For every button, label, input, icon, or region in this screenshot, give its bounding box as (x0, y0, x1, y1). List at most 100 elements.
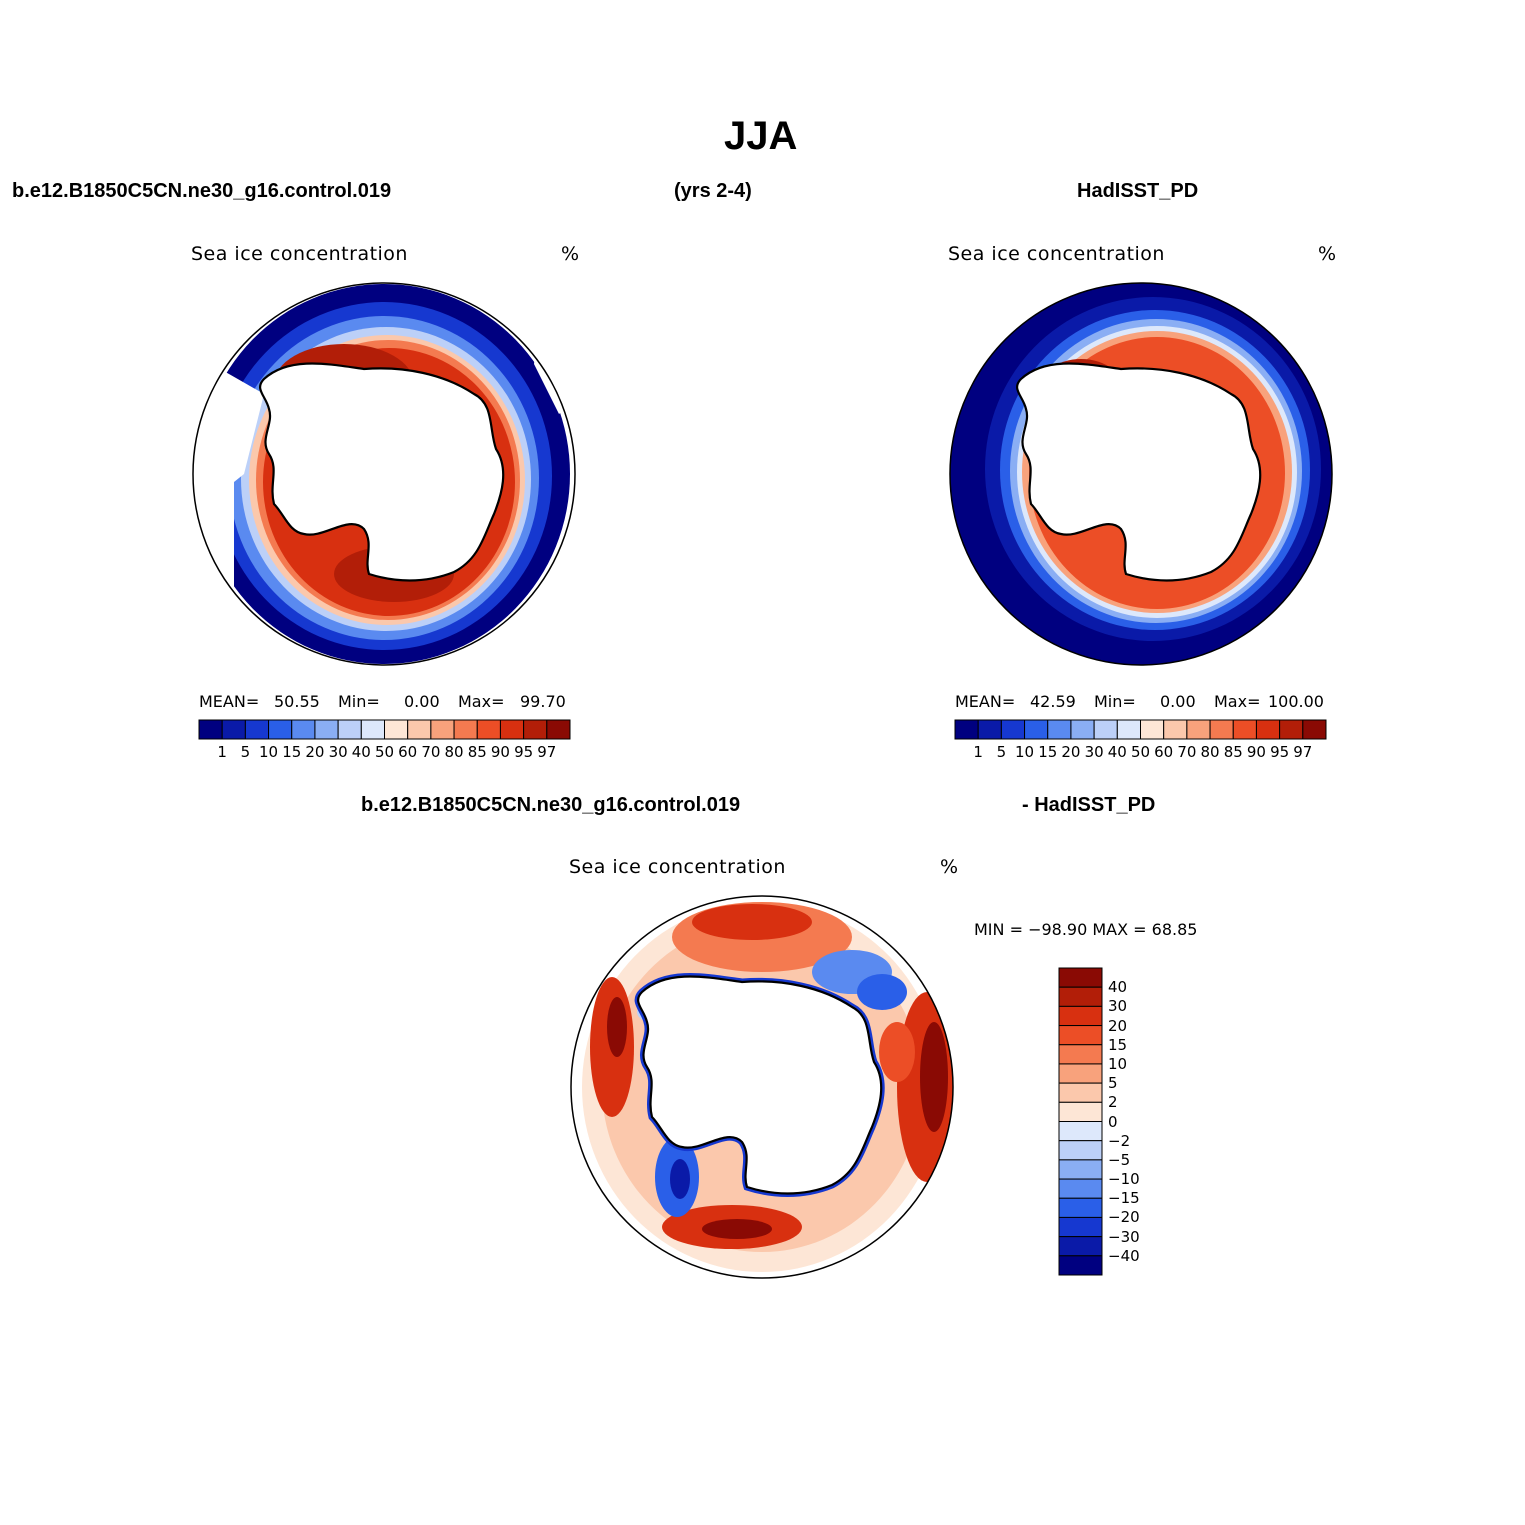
model-colorbar-tick-label: 15 (282, 743, 302, 761)
obs-map-border (949, 282, 1333, 666)
obs-colorbar-swatch (1163, 719, 1188, 740)
diff-colorbar-tick-label: −20 (1108, 1208, 1140, 1227)
model-variable-label: Sea ice concentration (191, 243, 408, 265)
model-colorbar-tick-label: 10 (259, 743, 279, 761)
diff-colorbar-tick-label: 15 (1108, 1035, 1128, 1054)
obs-colorbar-tick-label: 97 (1293, 743, 1313, 761)
obs-colorbar-swatch (1024, 719, 1049, 740)
model-colorbar-tick-label: 85 (467, 743, 487, 761)
model-colorbar-swatch (198, 719, 223, 740)
obs-colorbar-swatch (977, 719, 1002, 740)
diff-left-label: b.e12.B1850C5CN.ne30_g16.control.019 (361, 794, 741, 816)
obs-mean-value: 42.59 (1030, 692, 1076, 711)
obs-colorbar-tick-label: 80 (1200, 743, 1220, 761)
diff-units-label: % (940, 856, 959, 878)
obs-colorbar-swatch (1279, 719, 1304, 740)
diff-colorbar-swatch (1058, 1082, 1103, 1103)
diff-colorbar-tick-label: −15 (1108, 1189, 1140, 1208)
obs-colorbar-swatch (1116, 719, 1141, 740)
model-colorbar-swatch (384, 719, 409, 740)
obs-colorbar-swatch (954, 719, 979, 740)
model-colorbar-swatch (291, 719, 316, 740)
model-max-label: Max= (458, 692, 505, 711)
diff-colorbar-tick-label: −40 (1108, 1246, 1140, 1265)
obs-colorbar-tick-label: 95 (1270, 743, 1290, 761)
diff-colorbar-tick-label: 0 (1108, 1112, 1118, 1131)
diff-map (571, 896, 953, 1278)
obs-colorbar-swatch (1209, 719, 1234, 740)
diff-colorbar-tick-label: −5 (1108, 1150, 1131, 1169)
obs-colorbar-tick-label: 70 (1177, 743, 1197, 761)
model-colorbar-swatch (476, 719, 501, 740)
obs-colorbar-swatch (1186, 719, 1211, 740)
model-mean-label: MEAN= (199, 692, 260, 711)
obs-colorbar-swatch (1047, 719, 1072, 740)
model-colorbar-tick-label: 60 (398, 743, 418, 761)
model-colorbar-swatch (499, 719, 525, 740)
model-colorbar-tick-label: 50 (374, 743, 395, 761)
obs-colorbar-swatch (1000, 719, 1026, 740)
obs-colorbar-tick-label: 5 (996, 743, 1007, 761)
obs-mean-label: MEAN= (955, 692, 1016, 711)
model-colorbar-swatch (407, 719, 432, 740)
obs-max-value: 100.00 (1268, 692, 1324, 711)
diff-minmax-label: MIN = −98.90 MAX = 68.85 (974, 920, 1198, 939)
case-name-label: b.e12.B1850C5CN.ne30_g16.control.019 (12, 180, 392, 202)
obs-colorbar (954, 719, 1327, 740)
diff-colorbar-swatch (1058, 1140, 1103, 1161)
model-colorbar-swatch (523, 719, 548, 740)
diff-colorbar-swatch (1058, 1197, 1103, 1218)
diff-colorbar-tick-label: −10 (1108, 1170, 1140, 1189)
obs-colorbar-tick-label: 50 (1130, 743, 1151, 761)
obs-colorbar-swatch (1302, 719, 1327, 740)
obs-colorbar-swatch (1255, 719, 1281, 740)
obs-colorbar-tick-label: 40 (1107, 743, 1127, 761)
obs-colorbar-swatch (1093, 719, 1118, 740)
diff-colorbar (1058, 967, 1103, 1276)
diff-colorbar-swatch (1058, 1216, 1103, 1238)
diff-colorbar-swatch (1058, 1255, 1103, 1276)
obs-max-label: Max= (1214, 692, 1261, 711)
diff-colorbar-tick-label: 10 (1108, 1054, 1128, 1073)
obs-colorbar-swatch (1232, 719, 1257, 740)
diff-colorbar-tick-label: −30 (1108, 1227, 1140, 1246)
model-mean-value: 50.55 (274, 692, 320, 711)
diff-map-border (570, 895, 954, 1279)
model-colorbar (198, 719, 571, 740)
model-colorbar-tick-label: 70 (421, 743, 441, 761)
diff-colorbar-swatch (1058, 1101, 1103, 1122)
model-colorbar-tick-label: 80 (444, 743, 464, 761)
diff-colorbar-tick-label: −2 (1108, 1131, 1131, 1150)
obs-colorbar-swatch (1140, 719, 1165, 740)
diff-colorbar-swatch (1058, 1159, 1103, 1180)
model-map-border (192, 282, 576, 666)
diff-colorbar-swatch (1058, 1121, 1103, 1142)
diff-colorbar-swatch (1058, 1063, 1103, 1084)
diff-colorbar-swatch (1058, 986, 1103, 1007)
model-colorbar-swatch (221, 719, 246, 740)
model-colorbar-swatch (268, 719, 293, 740)
obs-min-label: Min= (1094, 692, 1136, 711)
model-colorbar-tick-label: 40 (351, 743, 371, 761)
obs-colorbar-tick-label: 90 (1246, 743, 1266, 761)
model-colorbar-swatch (360, 719, 385, 740)
obs-colorbar-tick-label: 85 (1223, 743, 1243, 761)
obs-colorbar-tick-label: 15 (1038, 743, 1058, 761)
model-colorbar-swatch (337, 719, 362, 740)
model-colorbar-swatch (314, 719, 339, 740)
obs-name-label: HadISST_PD (1077, 180, 1199, 202)
diff-right-label: - HadISST_PD (1022, 794, 1156, 816)
model-colorbar-swatch (430, 719, 455, 740)
model-units-label: % (561, 243, 580, 265)
obs-colorbar-tick-label: 1 (973, 743, 983, 761)
model-min-label: Min= (338, 692, 380, 711)
diff-colorbar-tick-label: 30 (1108, 997, 1128, 1016)
diff-colorbar-tick-label: 5 (1108, 1074, 1118, 1093)
model-colorbar-tick-label: 97 (537, 743, 557, 761)
obs-colorbar-tick-label: 10 (1015, 743, 1035, 761)
model-max-value: 99.70 (520, 692, 566, 711)
model-colorbar-tick-label: 20 (305, 743, 325, 761)
obs-colorbar-tick-label: 20 (1061, 743, 1081, 761)
model-colorbar-tick-label: 1 (217, 743, 227, 761)
